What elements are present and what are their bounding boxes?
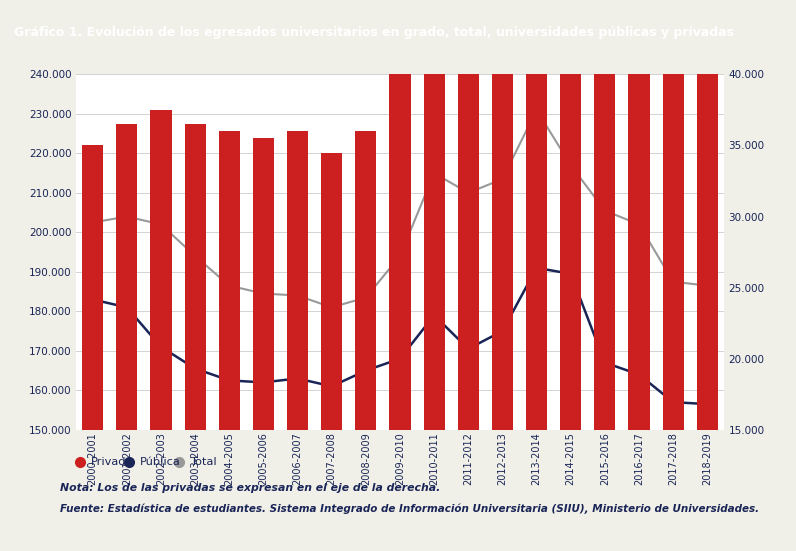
- Text: Gráfico 1. Evolución de los egresados universitarios en grado, total, universida: Gráfico 1. Evolución de los egresados un…: [14, 26, 735, 39]
- Bar: [526, 0, 547, 430]
- Bar: [696, 46, 718, 430]
- Bar: [150, 110, 172, 430]
- Text: Pública: Pública: [140, 457, 181, 467]
- Bar: [389, 74, 411, 430]
- Bar: [253, 138, 274, 430]
- Bar: [82, 145, 103, 430]
- Bar: [458, 0, 479, 430]
- Bar: [595, 0, 615, 430]
- Bar: [628, 3, 650, 430]
- Bar: [662, 39, 684, 430]
- Bar: [219, 131, 240, 430]
- Text: Nota: Los de las privadas se expresan en el eje de la derecha.: Nota: Los de las privadas se expresan en…: [60, 483, 440, 493]
- Bar: [321, 153, 342, 430]
- Bar: [492, 0, 513, 430]
- Text: Privada: Privada: [91, 457, 133, 467]
- Bar: [287, 131, 308, 430]
- Bar: [423, 0, 445, 430]
- Bar: [116, 124, 138, 430]
- Text: Total: Total: [190, 457, 217, 467]
- Bar: [560, 0, 581, 430]
- Text: Fuente: Estadística de estudiantes. Sistema Integrado de Información Universitar: Fuente: Estadística de estudiantes. Sist…: [60, 504, 759, 514]
- Bar: [185, 124, 205, 430]
- Bar: [355, 131, 377, 430]
